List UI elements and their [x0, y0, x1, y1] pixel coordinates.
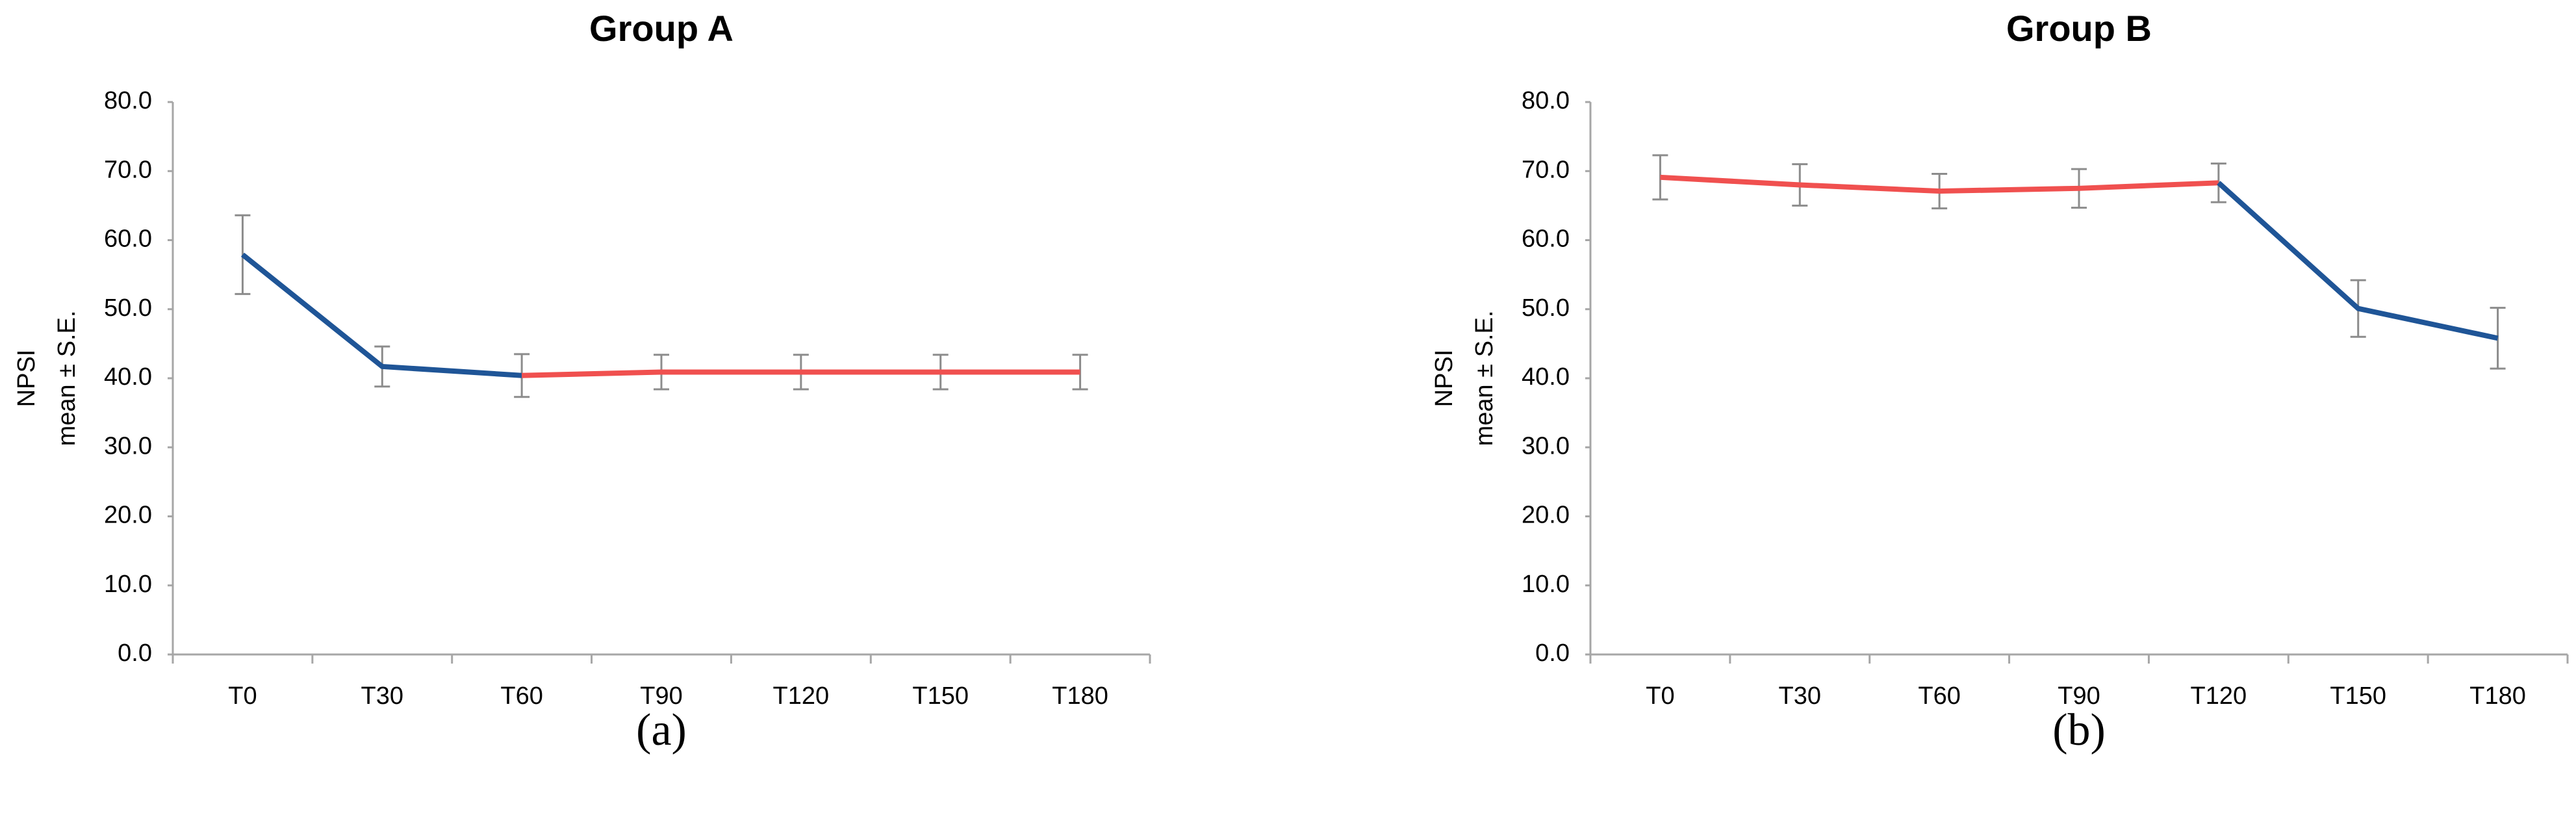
caption: (b) — [2052, 705, 2106, 755]
x-tick-label: T0 — [1646, 682, 1674, 710]
y-tick-label: 50.0 — [104, 294, 152, 322]
y-tick-label: 10.0 — [104, 571, 152, 598]
x-tick-label: T30 — [1779, 682, 1821, 710]
x-tick-label: T150 — [912, 682, 969, 710]
x-tick-label: T180 — [1052, 682, 1108, 710]
y-tick-label: 10.0 — [1522, 571, 1570, 598]
y-tick-label: 20.0 — [104, 502, 152, 529]
data-line — [240, 252, 522, 378]
chart-title: Group B — [2006, 8, 2152, 49]
y-tick-label: 80.0 — [104, 87, 152, 114]
y-tick-label: 80.0 — [1522, 87, 1570, 114]
x-tick-label: T60 — [500, 682, 542, 710]
data-line — [1660, 174, 2219, 194]
y-tick-label: 40.0 — [104, 363, 152, 391]
y-tick-label: 30.0 — [1522, 432, 1570, 459]
data-line — [522, 369, 1080, 378]
y-tick-label: 0.0 — [1535, 640, 1570, 667]
x-tick-label: T90 — [640, 682, 682, 710]
x-tick-label: T90 — [2058, 682, 2100, 710]
y-axis-label: NPSI — [1431, 350, 1458, 408]
y-axis-label: NPSI — [13, 350, 40, 408]
y-tick-label: 70.0 — [1522, 156, 1570, 183]
x-tick-label: T180 — [2469, 682, 2526, 710]
x-tick-label: T0 — [228, 682, 257, 710]
x-tick-label: T120 — [2191, 682, 2247, 710]
y-tick-label: 50.0 — [1522, 294, 1570, 322]
y-axis-label: mean ± S.E. — [53, 311, 81, 446]
caption: (a) — [636, 705, 687, 755]
x-tick-label: T120 — [773, 682, 830, 710]
y-tick-label: 70.0 — [104, 156, 152, 183]
y-tick-label: 20.0 — [1522, 502, 1570, 529]
y-tick-label: 60.0 — [104, 226, 152, 253]
y-tick-label: 30.0 — [104, 432, 152, 459]
x-tick-label: T30 — [361, 682, 403, 710]
y-axis-label: mean ± S.E. — [1471, 311, 1498, 446]
y-tick-label: 0.0 — [118, 640, 152, 667]
chart-title: Group A — [589, 8, 733, 49]
y-tick-label: 40.0 — [1522, 363, 1570, 391]
x-tick-label: T60 — [1918, 682, 1960, 710]
data-line — [2217, 181, 2499, 341]
y-tick-label: 60.0 — [1522, 226, 1570, 253]
x-tick-label: T150 — [2330, 682, 2386, 710]
